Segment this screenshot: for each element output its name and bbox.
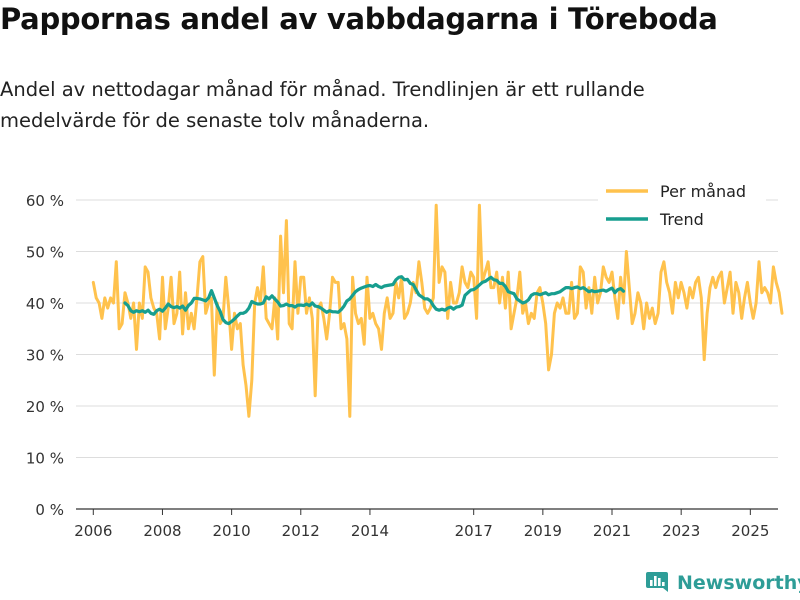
y-tick-label: 10 %: [26, 450, 64, 468]
series-line-per-manad: [91, 203, 784, 418]
x-tick-label: 2014: [351, 522, 389, 540]
legend-label: Per månad: [660, 182, 746, 201]
x-tick-label: 2019: [524, 522, 562, 540]
newsworthy-logo: Newsworthy: [644, 568, 800, 598]
x-tick-label: 2025: [731, 522, 769, 540]
y-tick-label: 0 %: [35, 501, 64, 519]
x-tick-label: 2021: [593, 522, 631, 540]
x-tick-label: 2010: [213, 522, 251, 540]
x-tick-label: 2012: [282, 522, 320, 540]
legend-box: [598, 176, 766, 234]
chart-title: Pappornas andel av vabbdagarna i Törebod…: [0, 2, 718, 36]
y-tick-label: 30 %: [26, 347, 64, 365]
brand-name: Newsworthy: [677, 572, 800, 594]
y-tick-label: 60 %: [26, 192, 64, 210]
y-tick-label: 20 %: [26, 398, 64, 416]
x-tick-label: 2006: [74, 522, 112, 540]
y-axis: 0 % 10 % 20 % 30 % 40 % 50 % 60 %: [26, 192, 64, 519]
x-tick-label: 2017: [455, 522, 493, 540]
newsworthy-icon: [646, 572, 668, 592]
x-tick-label: 2008: [143, 522, 181, 540]
x-axis: 2006 2008 2010 2012 2014 2017 2019 2021 2023 2025: [74, 508, 778, 540]
plot-series: [91, 203, 784, 418]
x-tick-label: 2023: [662, 522, 700, 540]
series-line-trend: [123, 275, 626, 326]
legend: Per månad Trend: [598, 176, 766, 234]
y-tick-label: 40 %: [26, 295, 64, 313]
y-tick-label: 50 %: [26, 244, 64, 262]
legend-label: Trend: [659, 210, 704, 229]
chart-subtitle: Andel av nettodagar månad för månad. Tre…: [0, 78, 645, 132]
